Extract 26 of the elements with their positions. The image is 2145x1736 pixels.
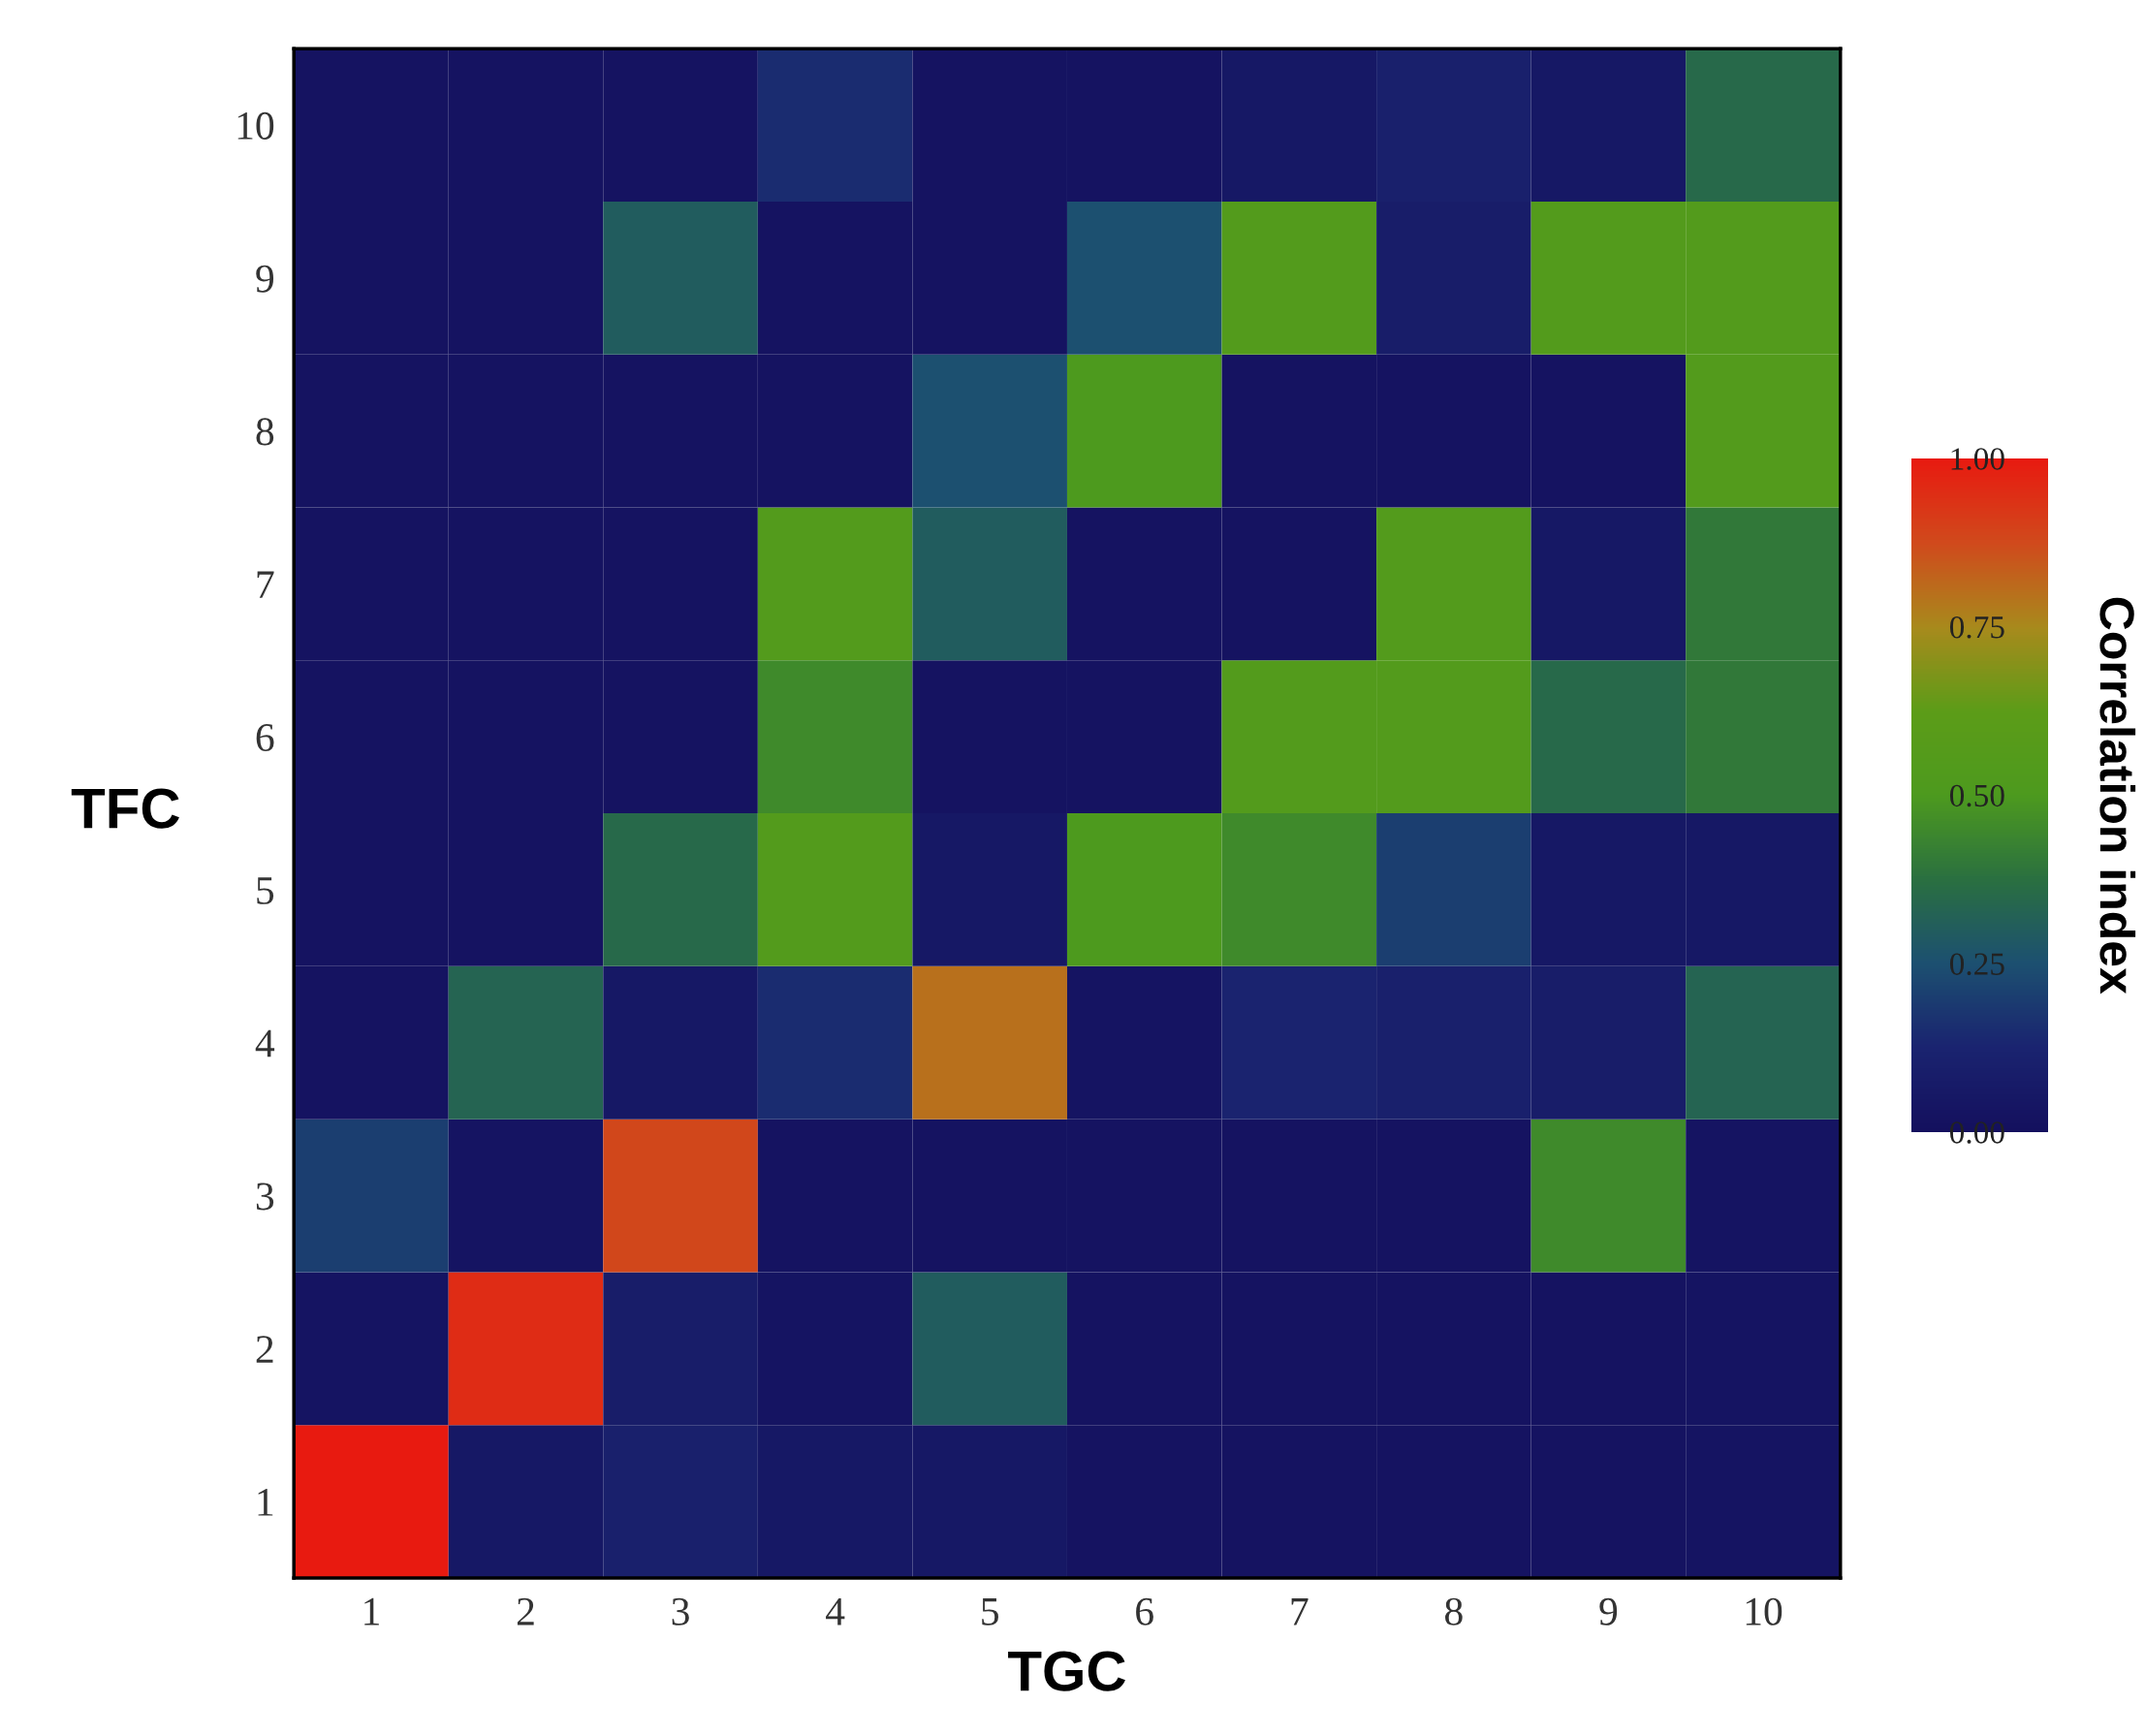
x-tick-label: 1 (364, 1597, 379, 1626)
x-tick-label: 10 (1746, 1597, 1782, 1626)
y-tick-label: 5 (257, 877, 274, 904)
color-bar-title: Correlation index (2099, 597, 2136, 994)
x-axis-title: TGC (1008, 1651, 1125, 1691)
x-tick-label: 9 (1599, 1597, 1618, 1626)
y-tick-label: 1 (258, 1489, 273, 1516)
y-tick-label: 10 (237, 111, 274, 140)
y-tick-label: 4 (255, 1029, 275, 1057)
x-tick-label: 2 (517, 1597, 534, 1626)
x-tick-label: 5 (982, 1598, 998, 1626)
y-axis-title: TFC (71, 788, 179, 829)
color-bar-label: 0.25 (1949, 953, 2004, 976)
x-tick-label: 3 (672, 1597, 689, 1626)
x-tick-label: 8 (1445, 1597, 1463, 1626)
x-tick-label: 4 (826, 1597, 845, 1626)
y-tick-label: 8 (256, 418, 274, 446)
y-tick-label: 6 (256, 724, 274, 752)
color-bar-label: 0.75 (1949, 615, 2004, 639)
x-tick-label: 7 (1291, 1598, 1309, 1626)
y-tick-label: 3 (256, 1183, 274, 1211)
color-bar-label: 0.50 (1949, 784, 2004, 807)
y-tick-label: 2 (256, 1336, 273, 1363)
x-tick-label: 6 (1136, 1597, 1153, 1626)
y-tick-label: 9 (256, 265, 274, 293)
y-tick-label: 7 (257, 571, 274, 598)
